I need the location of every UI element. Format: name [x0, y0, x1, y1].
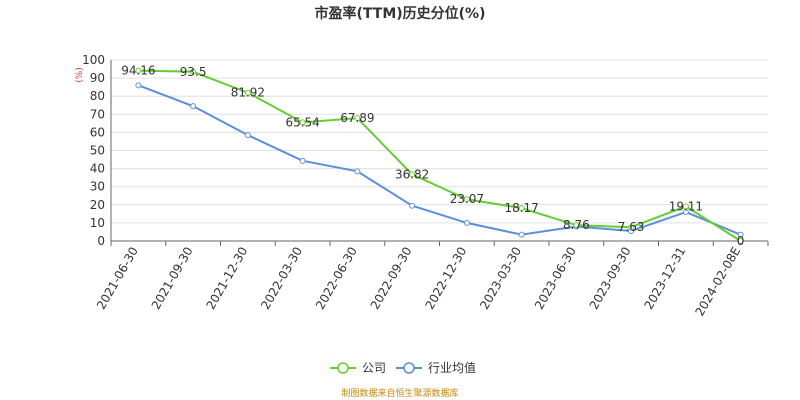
- data-point[interactable]: [409, 202, 416, 209]
- x-tick-label: 2022-12-30: [422, 245, 469, 312]
- x-tick-label: 2024-02-08E: [692, 245, 743, 319]
- data-point[interactable]: [518, 231, 525, 238]
- data-label: 18.17: [504, 201, 538, 215]
- data-label: 7.63: [618, 220, 645, 234]
- y-tick-label: 0: [97, 234, 105, 248]
- data-source-note: 制图数据来自恒生聚源数据库: [341, 387, 458, 399]
- legend[interactable]: 公司 行业均值: [330, 360, 476, 375]
- series-line-0: [138, 69, 742, 242]
- data-label: 93.5: [180, 65, 207, 79]
- data-point[interactable]: [409, 171, 416, 178]
- data-label: 0: [737, 234, 745, 248]
- y-tick-label: 10: [90, 216, 105, 230]
- x-tick-label: 2023-06-30: [532, 245, 579, 312]
- legend-swatch-marker: [403, 362, 415, 374]
- data-labels: 94.16 93.5 81.92 65.54 67.89 36.82 23.07 18.17 8…: [121, 64, 744, 248]
- y-tick-label: 20: [90, 198, 105, 212]
- data-point[interactable]: [682, 203, 689, 210]
- data-point[interactable]: [573, 222, 580, 229]
- data-point[interactable]: [737, 231, 744, 238]
- data-point[interactable]: [135, 82, 142, 89]
- data-point[interactable]: [299, 119, 306, 126]
- y-tick-label: 70: [90, 107, 105, 121]
- x-tick-label: 2023-03-30: [477, 245, 524, 312]
- data-point[interactable]: [190, 68, 197, 75]
- data-point[interactable]: [628, 224, 635, 231]
- legend-label[interactable]: 行业均值: [428, 360, 476, 375]
- data-point[interactable]: [135, 67, 142, 74]
- data-point[interactable]: [354, 115, 361, 122]
- series-lines: [135, 67, 744, 244]
- y-axis-unit: (%): [75, 67, 85, 83]
- data-label: 19.11: [669, 199, 703, 213]
- data-label: 8.76: [563, 218, 590, 232]
- y-axis: 0 10 20 30 40 50 60 70 80 90 100: [82, 53, 112, 248]
- x-tick-label: 2021-09-30: [149, 245, 196, 312]
- data-point[interactable]: [299, 157, 306, 164]
- y-tick-label: 80: [90, 89, 105, 103]
- chart-title: 市盈率(TTM)历史分位(%): [315, 5, 486, 22]
- x-tick-label: 2023-12-31: [641, 245, 688, 312]
- series-line-1: [138, 84, 742, 236]
- x-tick-label: 2021-12-30: [203, 245, 250, 312]
- y-tick-label: 100: [82, 53, 105, 67]
- legend-swatch-marker: [337, 362, 349, 374]
- y-tick-label: 60: [90, 125, 105, 139]
- y-tick-label: 50: [90, 144, 105, 158]
- data-label: 36.82: [395, 167, 429, 181]
- data-label: 81.92: [231, 86, 265, 100]
- x-tick-label: 2022-09-30: [368, 245, 415, 312]
- grid-lines: [111, 59, 768, 242]
- data-label: 67.89: [340, 111, 374, 125]
- x-axis: 2021-06-30 2021-09-30 2021-12-30 2022-03-30…: [94, 240, 769, 319]
- data-label: 23.07: [450, 192, 484, 206]
- data-point[interactable]: [354, 168, 361, 175]
- legend-label[interactable]: 公司: [362, 361, 386, 375]
- data-label: 65.54: [285, 115, 319, 129]
- y-tick-label: 90: [90, 71, 105, 85]
- data-point[interactable]: [737, 238, 744, 244]
- data-point[interactable]: [518, 205, 525, 212]
- data-point[interactable]: [190, 103, 197, 110]
- data-point[interactable]: [463, 196, 470, 203]
- data-point[interactable]: [244, 89, 251, 96]
- y-tick-label: 30: [90, 180, 105, 194]
- data-point[interactable]: [244, 132, 251, 139]
- x-tick-label: 2022-03-30: [258, 245, 305, 312]
- x-tick-label: 2022-06-30: [313, 245, 360, 312]
- y-tick-label: 40: [90, 162, 105, 176]
- x-tick-label: 2023-09-30: [587, 245, 634, 312]
- data-point[interactable]: [682, 209, 689, 216]
- data-point[interactable]: [463, 219, 470, 226]
- x-tick-label: 2021-06-30: [94, 245, 141, 312]
- data-label: 94.16: [121, 64, 155, 78]
